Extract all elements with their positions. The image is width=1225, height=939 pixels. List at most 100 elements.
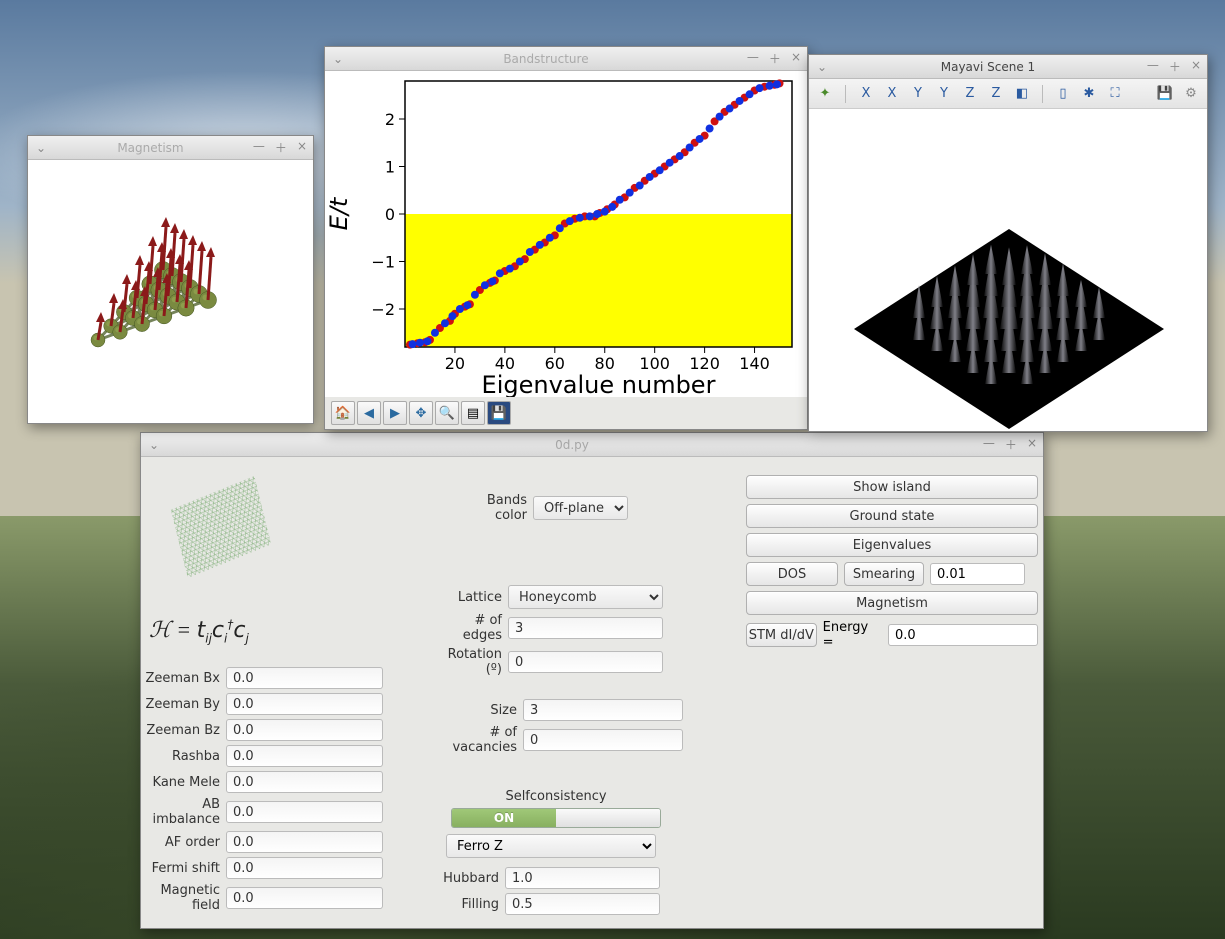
mayavi-titlebar[interactable]: ⌄ Mayavi Scene 1 — ＋ × [809, 55, 1207, 79]
view-x2-icon[interactable]: X [882, 84, 902, 104]
zoom-icon[interactable]: 🔍 [435, 401, 459, 425]
main-titlebar[interactable]: ⌄ 0d.py — ＋ × [141, 433, 1043, 457]
selfconsistency-label: Selfconsistency [446, 789, 666, 804]
bands-color-select[interactable]: Off-plane S [533, 496, 628, 520]
field-label: Magnetic field [141, 883, 226, 913]
save-icon[interactable]: 💾 [487, 401, 511, 425]
field-input[interactable] [523, 729, 683, 751]
lattice-select[interactable]: Honeycomb [508, 585, 663, 609]
energy-input[interactable] [888, 624, 1038, 646]
field-input-zeeman-bz[interactable] [226, 719, 383, 741]
back-icon[interactable]: ◀ [357, 401, 381, 425]
forward-icon[interactable]: ▶ [383, 401, 407, 425]
bands-color-label: Bands color [456, 493, 533, 523]
smearing-button[interactable]: Smearing [844, 562, 924, 586]
maximize-icon[interactable]: ＋ [769, 50, 781, 67]
magnetism-button[interactable]: Magnetism [746, 591, 1038, 615]
svg-text:−1: −1 [371, 253, 395, 272]
field-label: AF order [141, 835, 226, 850]
field-label: Zeeman By [141, 697, 226, 712]
field-input[interactable] [508, 651, 663, 673]
minimize-icon[interactable]: — [747, 50, 759, 67]
field-input[interactable] [523, 699, 683, 721]
smearing-input[interactable] [930, 563, 1025, 585]
field-input-af-order[interactable] [226, 831, 383, 853]
axes-3d-icon[interactable]: ✦ [815, 84, 835, 104]
chevron-down-icon[interactable]: ⌄ [331, 52, 345, 66]
dos-button[interactable]: DOS [746, 562, 838, 586]
field-input[interactable] [505, 893, 660, 915]
view-z2-icon[interactable]: Z [986, 84, 1006, 104]
field-input-zeeman-by[interactable] [226, 693, 383, 715]
coord-icon[interactable]: ✱ [1079, 84, 1099, 104]
field-label: Rashba [141, 749, 226, 764]
settings-icon[interactable]: ⚙ [1181, 84, 1201, 104]
field-input[interactable] [508, 617, 663, 639]
close-icon[interactable]: × [1027, 436, 1037, 453]
lattice-fields: Lattice Honeycomb# of edges Rotation (º) [433, 585, 673, 681]
svg-text:0: 0 [385, 205, 395, 224]
view-z-icon[interactable]: Z [960, 84, 980, 104]
mayavi-canvas[interactable] [809, 109, 1207, 431]
chevron-down-icon[interactable]: ⌄ [34, 141, 48, 155]
chevron-down-icon[interactable]: ⌄ [815, 60, 829, 74]
stm-button[interactable]: STM dI/dV [746, 623, 817, 647]
sc-fields: Hubbard Filling [443, 867, 673, 919]
initial-guess-select[interactable]: Ferro Z [446, 834, 656, 858]
field-input-fermi-shift[interactable] [226, 857, 383, 879]
bandstructure-chart: 20406080100120140−2−1012Eigenvalue numbe… [325, 71, 807, 397]
toggle-on: ON [452, 809, 556, 827]
save-icon[interactable]: 💾 [1155, 84, 1175, 104]
hamiltonian-equation: ℋ = tijci†cj [149, 617, 249, 645]
field-input-rashba[interactable] [226, 745, 383, 767]
bandstructure-titlebar[interactable]: ⌄ Bandstructure — ＋ × [325, 47, 807, 71]
svg-text:Eigenvalue number: Eigenvalue number [482, 371, 716, 397]
field-input[interactable] [505, 867, 660, 889]
energy-label: Energy = [823, 620, 882, 650]
home-icon[interactable]: 🏠 [331, 401, 355, 425]
minimize-icon[interactable]: — [253, 139, 265, 156]
view-y2-icon[interactable]: Y [934, 84, 954, 104]
minimize-icon[interactable]: — [983, 436, 995, 453]
right-buttons: Show island Ground state Eigenvalues DOS… [746, 475, 1038, 650]
mayavi-title: Mayavi Scene 1 [829, 60, 1147, 74]
iso-icon[interactable]: ◧ [1012, 84, 1032, 104]
view-y-icon[interactable]: Y [908, 84, 928, 104]
close-icon[interactable]: × [297, 139, 307, 156]
field-label: Zeeman Bx [141, 671, 226, 686]
pan-icon[interactable]: ✥ [409, 401, 433, 425]
magnetism-title: Magnetism [48, 141, 253, 155]
view-x-icon[interactable]: X [856, 84, 876, 104]
svg-text:140: 140 [739, 354, 770, 373]
bandstructure-window: ⌄ Bandstructure — ＋ × 20406080100120140−… [324, 46, 808, 430]
maximize-icon[interactable]: ＋ [275, 139, 287, 156]
size-fields: Size # of vacancies [433, 699, 683, 759]
ground-state-button[interactable]: Ground state [746, 504, 1038, 528]
field-label: Kane Mele [141, 775, 226, 790]
fullscreen-icon[interactable]: ⛶ [1105, 84, 1125, 104]
mpl-toolbar: 🏠 ◀ ▶ ✥ 🔍 ▤ 💾 [329, 399, 513, 425]
subplots-icon[interactable]: ▤ [461, 401, 485, 425]
field-input-zeeman-bx[interactable] [226, 667, 383, 689]
eigenvalues-button[interactable]: Eigenvalues [746, 533, 1038, 557]
svg-text:1: 1 [385, 158, 395, 177]
magnetism-canvas[interactable] [28, 160, 313, 423]
svg-text:E/t: E/t [325, 196, 353, 230]
field-input-magnetic-field[interactable] [226, 887, 383, 909]
lattice-preview [162, 476, 281, 578]
close-icon[interactable]: × [791, 50, 801, 67]
magnetism-titlebar[interactable]: ⌄ Magnetism — ＋ × [28, 136, 313, 160]
bands-color-row: Bands color Off-plane S [456, 493, 628, 527]
mayavi-window: ⌄ Mayavi Scene 1 — ＋ × ✦ X X Y Y Z Z ◧ ▯… [808, 54, 1208, 432]
maximize-icon[interactable]: ＋ [1005, 436, 1017, 453]
minimize-icon[interactable]: — [1147, 58, 1159, 75]
close-icon[interactable]: × [1191, 58, 1201, 75]
chevron-down-icon[interactable]: ⌄ [147, 438, 161, 452]
field-input-ab-imbalance[interactable] [226, 801, 383, 823]
show-island-button[interactable]: Show island [746, 475, 1038, 499]
field-input-kane-mele[interactable] [226, 771, 383, 793]
maximize-icon[interactable]: ＋ [1169, 58, 1181, 75]
parallel-icon[interactable]: ▯ [1053, 84, 1073, 104]
svg-text:20: 20 [445, 354, 465, 373]
selfconsistency-toggle[interactable]: ON [451, 808, 661, 828]
